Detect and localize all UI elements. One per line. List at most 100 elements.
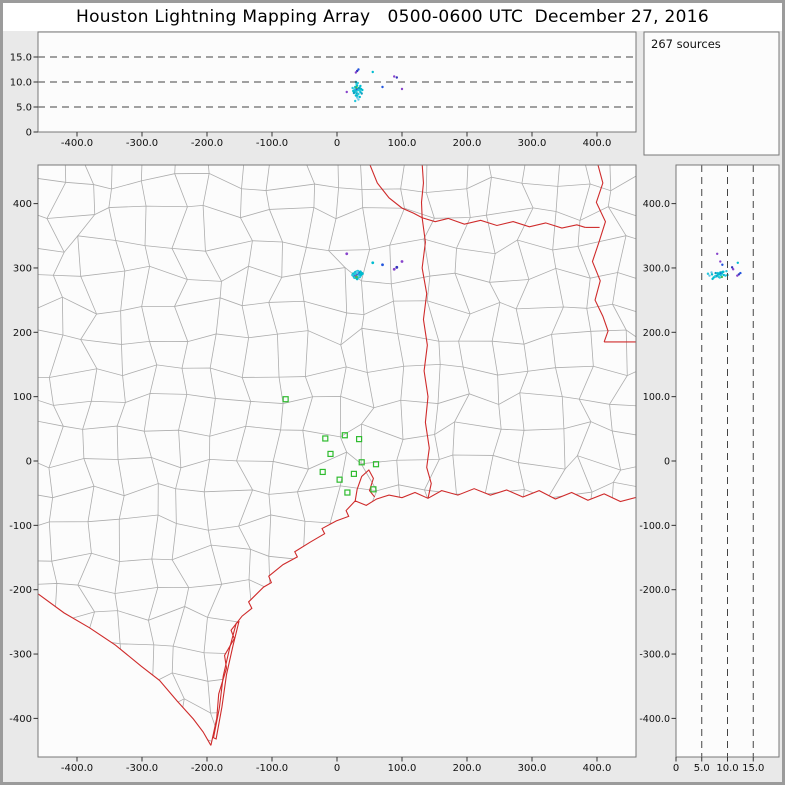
source-dot bbox=[392, 267, 396, 271]
padre-island-line bbox=[212, 620, 240, 740]
source-dot bbox=[345, 90, 348, 94]
tick-label: -200 bbox=[9, 585, 32, 596]
source-count-panel bbox=[644, 32, 779, 155]
source-dot bbox=[357, 98, 360, 101]
source-dot bbox=[357, 92, 360, 96]
station-marker bbox=[358, 459, 365, 466]
tick-label: -400.0 bbox=[639, 714, 670, 725]
source-dot bbox=[718, 272, 721, 275]
source-dot bbox=[400, 87, 404, 91]
station-marker bbox=[356, 436, 363, 443]
tick-label: 5.0 bbox=[694, 763, 710, 774]
source-dot bbox=[358, 272, 362, 276]
station-marker bbox=[319, 468, 326, 476]
tick-label: 400 bbox=[13, 199, 32, 210]
tick-label: 200.0 bbox=[453, 138, 482, 149]
source-dot bbox=[352, 91, 356, 95]
source-dot bbox=[708, 274, 711, 277]
tick-label: -200.0 bbox=[639, 585, 670, 596]
gulf-of-mexico bbox=[208, 488, 636, 757]
mexico-area bbox=[38, 594, 211, 757]
tick-label: 15.0 bbox=[742, 763, 764, 774]
red-river-line bbox=[369, 165, 586, 229]
source-dot bbox=[355, 86, 358, 89]
tick-label: 300 bbox=[13, 263, 32, 274]
tick-label: -200.0 bbox=[191, 763, 223, 774]
tick-label: 0 bbox=[26, 128, 32, 139]
source-dot bbox=[357, 68, 360, 71]
source-dot bbox=[353, 272, 357, 276]
panel-border bbox=[643, 31, 780, 156]
galveston-bay-line bbox=[354, 469, 376, 501]
source-dot bbox=[381, 85, 384, 89]
state-borders bbox=[38, 165, 636, 746]
source-dot bbox=[736, 274, 739, 277]
source-dot bbox=[357, 86, 361, 90]
source-dot bbox=[725, 269, 728, 273]
tick-label: 0 bbox=[334, 763, 340, 774]
lma-stations bbox=[282, 396, 380, 496]
tick-label: 300.0 bbox=[518, 138, 547, 149]
tick-label: -400.0 bbox=[61, 138, 93, 149]
tick-label: 200 bbox=[13, 328, 32, 339]
source-dot bbox=[721, 263, 724, 266]
source-dot bbox=[719, 260, 722, 263]
tick-label: -100.0 bbox=[256, 138, 288, 149]
tick-label: 400.0 bbox=[583, 763, 612, 774]
altitude-gridlines bbox=[38, 56, 754, 757]
source-dot bbox=[355, 275, 358, 279]
source-dot bbox=[720, 273, 723, 277]
axis-labels: -400.0 -300.0 -200.0 -100.0 0 100.0 200.0 300.0… bbox=[9, 53, 764, 775]
source-dot bbox=[345, 252, 349, 256]
source-dot bbox=[400, 260, 404, 263]
station-marker bbox=[282, 396, 289, 403]
tick-label: 0 bbox=[334, 138, 340, 149]
tick-label: -100.0 bbox=[256, 763, 288, 774]
source-dot bbox=[395, 265, 399, 269]
lightning-sources-top bbox=[345, 68, 404, 103]
tick-label: 10.0 bbox=[10, 78, 32, 89]
source-dot bbox=[724, 274, 727, 277]
coastline-line bbox=[210, 488, 636, 746]
title-strip bbox=[3, 3, 782, 31]
ok-ar-border-line bbox=[420, 165, 425, 218]
source-dot bbox=[711, 277, 714, 281]
source-dot bbox=[718, 276, 721, 279]
station-marker bbox=[327, 450, 334, 458]
station-marker bbox=[336, 476, 343, 483]
source-dot bbox=[714, 271, 717, 275]
source-dot bbox=[395, 76, 398, 79]
tick-label: 5.0 bbox=[16, 103, 32, 114]
figure-title: Houston Lightning Mapping Array 0500-060… bbox=[76, 7, 709, 27]
tick-label: 100.0 bbox=[643, 392, 670, 403]
source-dot bbox=[731, 268, 735, 271]
tick-label: -100 bbox=[9, 521, 32, 532]
source-dot bbox=[358, 95, 361, 99]
source-dot bbox=[736, 261, 739, 265]
source-dot bbox=[739, 271, 742, 275]
station-marker bbox=[322, 435, 329, 442]
source-dot bbox=[720, 275, 724, 279]
tick-label: 0 bbox=[664, 457, 670, 468]
source-dot bbox=[710, 273, 714, 276]
source-dot bbox=[351, 86, 354, 90]
source-dot bbox=[355, 96, 359, 99]
source-dot bbox=[354, 71, 358, 74]
rio-grande-line bbox=[38, 593, 212, 746]
tick-label: 100.0 bbox=[388, 138, 417, 149]
tick-label: -400.0 bbox=[61, 763, 93, 774]
source-dot bbox=[716, 252, 719, 255]
tick-label: 300.0 bbox=[643, 263, 670, 274]
tick-label: -100.0 bbox=[639, 521, 670, 532]
source-dot bbox=[353, 88, 356, 91]
tick-label: -300.0 bbox=[639, 650, 670, 661]
tick-label: 0 bbox=[26, 457, 32, 468]
tick-label: 10.0 bbox=[716, 763, 738, 774]
source-dot bbox=[361, 88, 364, 92]
tick-label: 0 bbox=[673, 763, 679, 774]
source-dot bbox=[354, 99, 357, 103]
source-dot bbox=[351, 273, 354, 277]
source-dot bbox=[371, 70, 374, 74]
